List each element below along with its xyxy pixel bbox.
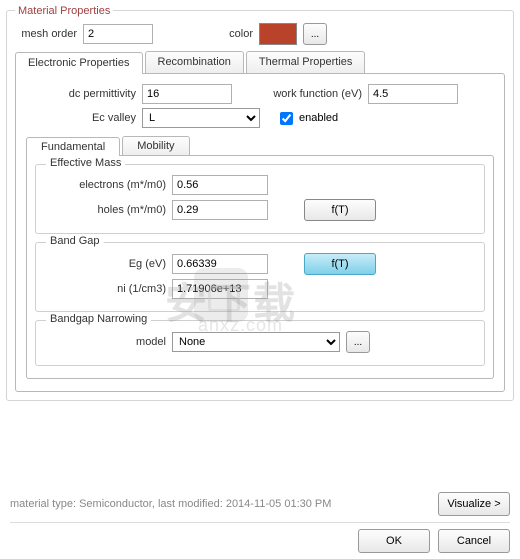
electronic-properties-panel: dc permittivity work function (eV) Ec va… [15,73,505,392]
ec-valley-label: Ec valley [26,112,136,124]
model-label: model [46,336,166,348]
eg-input[interactable] [172,254,268,274]
work-function-input[interactable] [368,84,458,104]
effective-mass-group: Effective Mass electrons (m*/m0) holes (… [35,164,485,234]
electrons-label: electrons (m*/m0) [46,179,166,191]
bandgap-narrowing-title: Bandgap Narrowing [46,313,151,325]
tab-recombination[interactable]: Recombination [145,51,244,73]
dc-permittivity-label: dc permittivity [26,88,136,100]
electrons-input[interactable] [172,175,268,195]
work-function-label: work function (eV) [252,88,362,100]
band-gap-ft-button[interactable]: f(T) [304,253,376,275]
holes-label: holes (m*/m0) [46,204,166,216]
bandgap-narrowing-group: Bandgap Narrowing model None ... [35,320,485,366]
visualize-button[interactable]: Visualize > [438,492,510,516]
panel-title: Material Properties [15,5,113,17]
model-browse-button[interactable]: ... [346,331,370,353]
model-select[interactable]: None [172,332,340,352]
ni-label: ni (1/cm3) [46,283,166,295]
enabled-label: enabled [299,112,338,124]
tab-thermal-properties[interactable]: Thermal Properties [246,51,366,73]
ok-button[interactable]: OK [358,529,430,553]
color-browse-button[interactable]: ... [303,23,327,45]
band-gap-group: Band Gap Eg (eV) f(T) ni (1/cm3) [35,242,485,312]
effective-mass-title: Effective Mass [46,157,125,169]
eg-label: Eg (eV) [46,258,166,270]
tab-electronic-properties[interactable]: Electronic Properties [15,52,143,74]
ni-input[interactable] [172,279,268,299]
tab-mobility[interactable]: Mobility [122,136,189,155]
mesh-order-label: mesh order [15,28,77,40]
tab-fundamental[interactable]: Fundamental [26,137,120,156]
cancel-button[interactable]: Cancel [438,529,510,553]
ec-valley-select[interactable]: L [142,108,260,128]
effective-mass-ft-button[interactable]: f(T) [304,199,376,221]
holes-input[interactable] [172,200,268,220]
dc-permittivity-input[interactable] [142,84,232,104]
enabled-checkbox[interactable] [280,112,293,125]
band-gap-title: Band Gap [46,235,104,247]
fundamental-panel: Effective Mass electrons (m*/m0) holes (… [26,155,494,379]
status-text: material type: Semiconductor, last modif… [10,498,331,510]
color-swatch[interactable] [259,23,297,45]
mesh-order-input[interactable] [83,24,153,44]
color-label: color [183,28,253,40]
